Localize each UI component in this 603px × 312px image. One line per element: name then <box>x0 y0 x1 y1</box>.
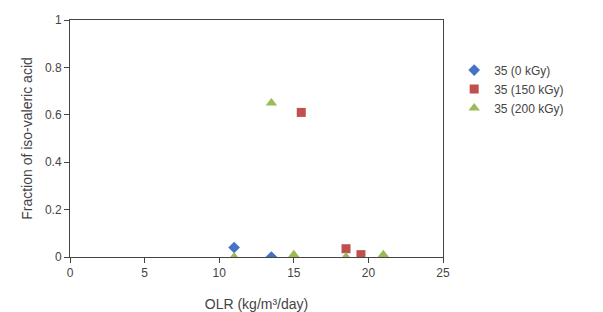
svg-text:15: 15 <box>287 266 301 280</box>
svg-text:20: 20 <box>362 266 376 280</box>
svg-text:35 (0 kGy): 35 (0 kGy) <box>494 64 550 78</box>
svg-text:0.8: 0.8 <box>45 61 62 75</box>
svg-text:0: 0 <box>55 250 62 264</box>
svg-text:0: 0 <box>67 266 74 280</box>
svg-text:OLR (kg/m³/day): OLR (kg/m³/day) <box>205 296 308 312</box>
svg-text:0.2: 0.2 <box>45 203 62 217</box>
svg-text:0.4: 0.4 <box>45 155 62 169</box>
svg-text:1: 1 <box>55 13 62 27</box>
svg-text:10: 10 <box>213 266 227 280</box>
svg-text:35 (150 kGy): 35 (150 kGy) <box>494 83 563 97</box>
svg-text:Fraction of iso-valeric acid: Fraction of iso-valeric acid <box>19 57 35 220</box>
svg-text:25: 25 <box>436 266 450 280</box>
svg-text:35 (200 kGy): 35 (200 kGy) <box>494 102 563 116</box>
svg-text:0.6: 0.6 <box>45 108 62 122</box>
svg-text:5: 5 <box>141 266 148 280</box>
